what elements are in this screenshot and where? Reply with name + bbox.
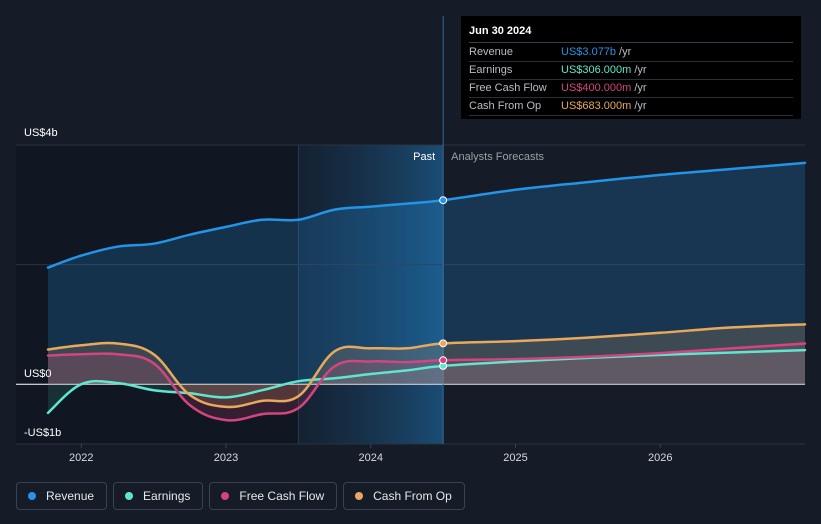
legend-item-revenue[interactable]: Revenue <box>16 482 108 510</box>
y-tick-label: -US$1b <box>24 427 61 439</box>
y-tick-label: US$0 <box>24 368 52 380</box>
tooltip-label: Revenue <box>469 46 514 58</box>
x-tick-label: 2022 <box>69 452 93 464</box>
marker-free-cash-flow <box>439 356 448 365</box>
y-tick-label: US$4b <box>24 127 58 139</box>
legend-label: Cash From Op <box>373 489 452 503</box>
tooltip-unit: /yr <box>634 100 647 112</box>
marker-revenue <box>439 196 448 205</box>
legend-item-free-cash-flow[interactable]: Free Cash Flow <box>209 482 338 510</box>
marker-cash-from-op <box>439 339 448 348</box>
series-line-cash-from-op <box>46 323 807 409</box>
legend-item-cash-from-op[interactable]: Cash From Op <box>343 482 465 510</box>
series-line-earnings <box>46 348 807 415</box>
legend: Revenue Earnings Free Cash Flow Cash Fro… <box>16 482 465 510</box>
legend-item-earnings[interactable]: Earnings <box>113 482 204 510</box>
x-tick-label: 2025 <box>503 452 527 464</box>
highlight-region <box>298 145 444 444</box>
x-tick-label: 2024 <box>359 452 383 464</box>
tooltip-unit: /yr <box>634 64 647 76</box>
area-earnings <box>48 350 805 413</box>
tooltip-unit: /yr <box>619 46 632 58</box>
tooltip-row-cash-from-op: Cash From Op US$683.000m /yr <box>469 98 793 116</box>
cash-from-op-dot-icon <box>355 492 364 500</box>
forecast-label: Analysts Forecasts <box>451 151 544 163</box>
legend-label: Earnings <box>143 489 191 503</box>
legend-label: Free Cash Flow <box>239 489 325 503</box>
earnings-dot-icon <box>125 492 134 500</box>
area-free-cash-flow <box>48 343 805 421</box>
area-cash-from-op <box>48 324 805 408</box>
tooltip-row-free-cash-flow: Free Cash Flow US$400.000m /yr <box>469 80 793 98</box>
x-tick-label: 2023 <box>214 452 238 464</box>
tooltip-label: Earnings <box>469 64 513 76</box>
tooltip-value-revenue: US$3.077b <box>561 46 617 58</box>
tooltip-value-earnings: US$306.000m <box>561 64 632 76</box>
tooltip-row-earnings: Earnings US$306.000m /yr <box>469 62 793 80</box>
revenue-dot-icon <box>28 492 36 500</box>
tooltip-label: Cash From Op <box>469 100 542 112</box>
tooltip-date: Jun 30 2024 <box>469 24 793 43</box>
tooltip-row-revenue: Revenue US$3.077b /yr <box>469 44 793 62</box>
tooltip: Jun 30 2024 Revenue US$3.077b /yr Earnin… <box>461 16 801 119</box>
tooltip-value-cash-from-op: US$683.000m <box>561 100 632 112</box>
tooltip-label: Free Cash Flow <box>469 82 547 94</box>
past-label: Past <box>413 151 435 163</box>
tooltip-unit: /yr <box>634 82 647 94</box>
series-line-revenue <box>46 161 807 269</box>
tooltip-value-free-cash-flow: US$400.000m <box>561 82 632 94</box>
series-line-free-cash-flow <box>46 342 807 422</box>
x-tick-label: 2026 <box>648 452 672 464</box>
legend-label: Revenue <box>46 489 95 503</box>
free-cash-flow-dot-icon <box>221 492 230 500</box>
area-revenue <box>48 162 805 385</box>
